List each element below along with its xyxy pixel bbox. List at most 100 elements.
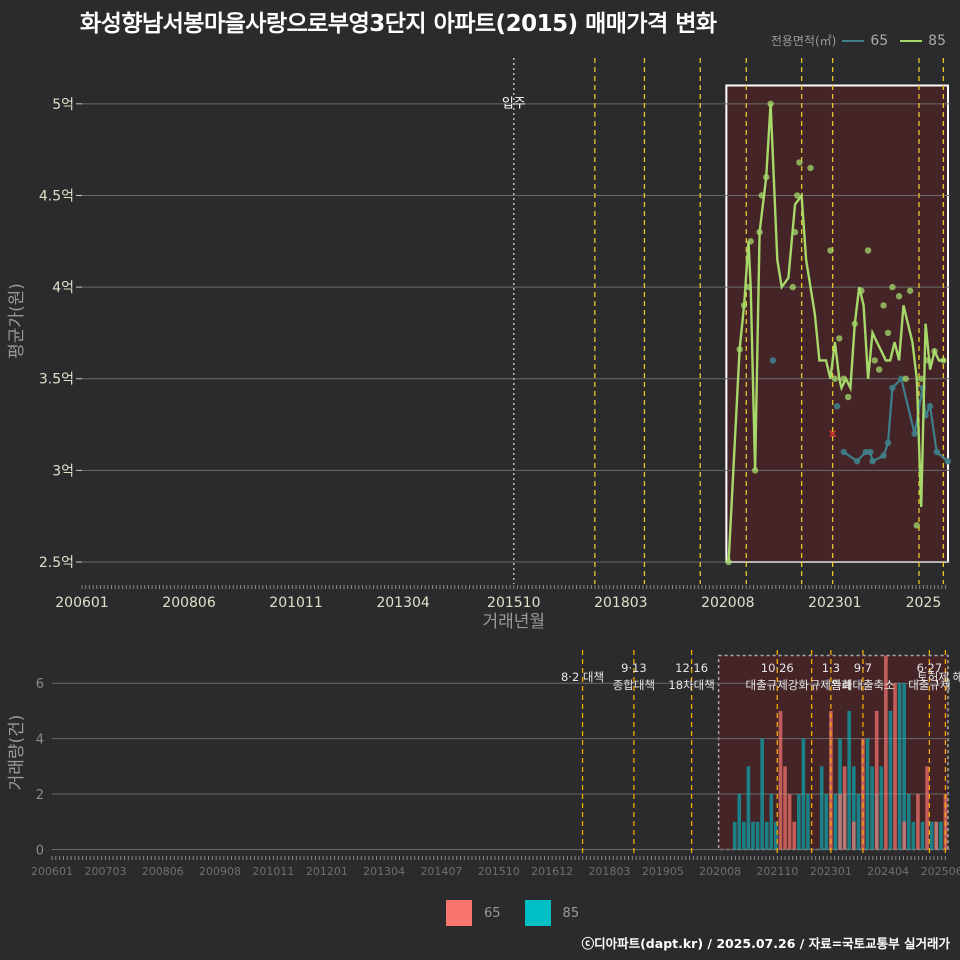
point-85	[895, 293, 903, 300]
y-tick-label: 2	[36, 788, 44, 803]
x-axis-title: 거래년월	[483, 612, 546, 632]
price-chart: 2.5억 3억 3.5억 4억 4.5억 5억 200601 200806 201011 2013…	[7, 58, 951, 632]
bar-85	[870, 766, 874, 850]
legend-box-65	[446, 900, 472, 926]
bar-65	[778, 710, 783, 850]
x-marker	[829, 430, 837, 438]
policy-label: 10·26	[761, 661, 794, 675]
policy-label: 대출규제강화	[746, 678, 810, 692]
bar-65	[925, 766, 929, 850]
bar-85	[856, 794, 861, 850]
policy-label: 대출규제	[908, 678, 950, 692]
x-tick-label: 201304	[376, 595, 430, 611]
point-85	[725, 558, 732, 566]
legend-swatch-65	[842, 39, 865, 42]
policy-label: 6·27	[917, 661, 943, 675]
highlight-box	[725, 84, 949, 564]
bar-85	[920, 821, 925, 850]
y-tick-label: 4	[36, 733, 44, 748]
policy-label: 규제완화	[810, 678, 853, 692]
x-tick-label: 200806	[142, 865, 184, 878]
bar-85	[911, 821, 916, 850]
point-85	[918, 375, 925, 382]
x-tick-label: 202404	[867, 865, 909, 878]
bar-85	[742, 821, 746, 850]
x-tick-label: 202301	[810, 865, 852, 878]
bar-85	[764, 821, 769, 850]
bar-65	[934, 821, 939, 850]
policy-label: 토허제 해제	[917, 670, 960, 684]
bar-85	[801, 738, 806, 850]
x-tick-label: 201510	[487, 595, 540, 611]
point-85	[864, 247, 872, 254]
bar-65	[792, 821, 797, 850]
y-axis-title: 거래량(건)	[7, 715, 27, 791]
bar-85	[897, 683, 902, 850]
policy-label: 1·3	[822, 661, 840, 675]
x-tick-label: 200703	[84, 865, 126, 878]
bar-85	[760, 738, 764, 850]
point-85	[807, 164, 814, 172]
point-85	[906, 287, 914, 294]
x-tick-label: 201011	[252, 865, 294, 878]
point-85	[875, 366, 883, 373]
point-85	[796, 159, 803, 166]
policy-label: 9·13	[621, 661, 647, 675]
page-title: 화성향남서봉마을사랑으로부영3단지 아파트(2015) 매매가격 변화	[80, 11, 717, 37]
x-tick-label: 200601	[55, 595, 108, 611]
legend-label-65: 65	[870, 32, 889, 49]
bar-85	[851, 766, 856, 850]
point-85	[871, 357, 878, 364]
bar-85	[939, 821, 943, 850]
x-tick-label: 200806	[162, 595, 216, 611]
y-tick-label: 5억	[52, 97, 74, 113]
legend-swatch-85	[900, 39, 923, 42]
x-tick-label: 201803	[588, 865, 630, 878]
y-tick-label: 3.5억	[39, 372, 74, 388]
bar-65	[851, 821, 856, 850]
y-tick-label: 3억	[52, 463, 74, 479]
bottom-legend: 65 85	[446, 900, 579, 926]
bar-85	[838, 738, 842, 850]
x-tick-label: 201803	[594, 595, 647, 611]
bar-85	[833, 794, 838, 850]
bar-85	[732, 821, 737, 850]
bar-65	[874, 710, 879, 850]
policy-label: 18차대책	[668, 678, 714, 692]
x-tick-label: 202008	[699, 865, 741, 878]
policy-label: 종합대책	[613, 678, 655, 692]
point-85	[913, 522, 920, 529]
bar-85	[902, 683, 906, 850]
x-tick-label: 201510	[478, 865, 520, 878]
policy-label: 12·16	[675, 661, 708, 675]
bar-85	[737, 794, 742, 850]
x-tick-label: 201304	[363, 865, 405, 878]
bar-65	[838, 794, 842, 850]
bar-85	[806, 794, 810, 850]
legend-bottom-label-85: 85	[562, 905, 580, 921]
bar-65	[842, 766, 847, 850]
bar-85	[819, 766, 824, 850]
bar-65	[893, 683, 897, 850]
point-85	[880, 302, 887, 309]
point-65	[769, 357, 777, 364]
bar-65	[783, 766, 787, 850]
point-65	[833, 403, 841, 410]
bar-85	[746, 766, 751, 850]
bar-85	[906, 794, 911, 850]
policy-label: 특례대출축소	[831, 678, 894, 692]
series-line-85	[727, 103, 946, 563]
point-85	[789, 283, 796, 291]
bar-65	[884, 655, 888, 850]
legend-bottom-label-65: 65	[484, 905, 501, 921]
policy-label: 9·7	[854, 661, 872, 675]
x-tick-label: 201905	[642, 865, 684, 878]
x-tick-label: 201201	[306, 865, 348, 878]
x-tick-label: 201612	[531, 865, 573, 878]
y-tick-label: 4.5억	[39, 188, 74, 204]
bar-85	[888, 710, 893, 850]
series-line-65	[843, 376, 949, 463]
x-tick-label: 202506	[921, 865, 960, 878]
point-85	[827, 247, 834, 254]
